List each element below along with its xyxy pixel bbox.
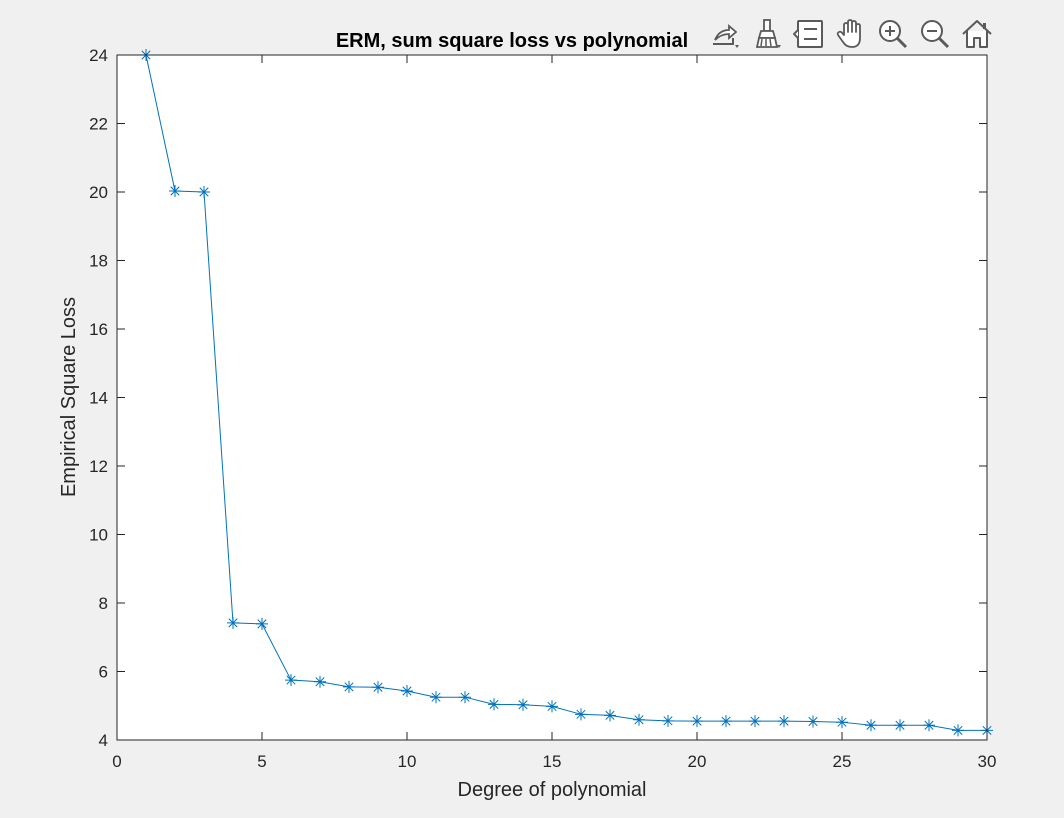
y-axis-title: Empirical Square Loss [58,297,80,497]
y-tick-label: 4 [99,731,108,750]
data-point [778,715,790,728]
data-point [256,617,268,630]
axes-toolbar [706,14,996,54]
data-point [372,681,384,694]
data-point [633,713,645,726]
data-tips-button[interactable] [790,15,828,53]
y-tick-label: 6 [99,663,108,682]
data-point [720,715,732,728]
chart-title: ERM, sum square loss vs polynomial [336,30,688,52]
data-point [227,616,239,629]
zoom-out-icon [921,20,950,49]
x-tick-label: 15 [543,752,562,771]
y-tick-label: 8 [99,594,108,613]
restore-view-button[interactable] [958,15,996,53]
data-point [314,675,326,688]
y-tick-label: 24 [89,46,108,65]
data-point [807,715,819,728]
axis-ticks [116,54,988,741]
data-point [604,709,616,722]
hand-icon [836,19,861,48]
data-point [343,680,355,693]
data-point [894,719,906,732]
data-point [836,716,848,729]
y-tick-label: 14 [89,389,108,408]
export-icon [713,24,739,48]
y-tick-label: 18 [89,252,108,271]
y-tick-label: 22 [89,115,108,134]
zoom-in-icon [879,20,908,49]
data-point [169,184,181,197]
zoom-in-button[interactable] [874,15,912,53]
x-tick-label: 25 [833,752,852,771]
zoom-out-button[interactable] [916,15,954,53]
data-point [923,719,935,732]
data-point [285,674,297,687]
data-point [865,719,877,732]
data-point [430,691,442,704]
axes-background [117,55,987,740]
data-point [749,715,761,728]
data-series [140,49,993,737]
y-tick-label: 16 [89,320,108,339]
x-tick-label: 20 [688,752,707,771]
data-point [488,698,500,711]
data-point [691,715,703,728]
data-point [517,698,529,711]
y-tick-label: 20 [89,183,108,202]
data-point [401,685,413,698]
data-tips-icon [793,20,823,48]
x-tick-label: 10 [398,752,417,771]
brush-button[interactable] [748,15,786,53]
y-tick-label: 10 [89,526,108,545]
data-point [546,700,558,713]
brush-icon [755,19,781,48]
x-tick-label: 30 [978,752,997,771]
pan-button[interactable] [832,15,870,53]
data-point [198,186,210,198]
series-line [145,54,987,731]
home-icon [962,20,992,48]
data-point [459,691,471,704]
data-point [952,724,964,737]
y-tick-label: 12 [89,457,108,476]
x-axis-title: Degree of polynomial [458,779,647,801]
tick-labels: 0 5 10 15 20 25 30 4 6 8 10 12 14 16 18 20 22 24 [89,46,996,771]
export-button[interactable] [706,15,744,53]
data-point [662,714,674,727]
x-tick-label: 5 [257,752,266,771]
x-tick-label: 0 [112,752,121,771]
data-point [575,708,587,721]
